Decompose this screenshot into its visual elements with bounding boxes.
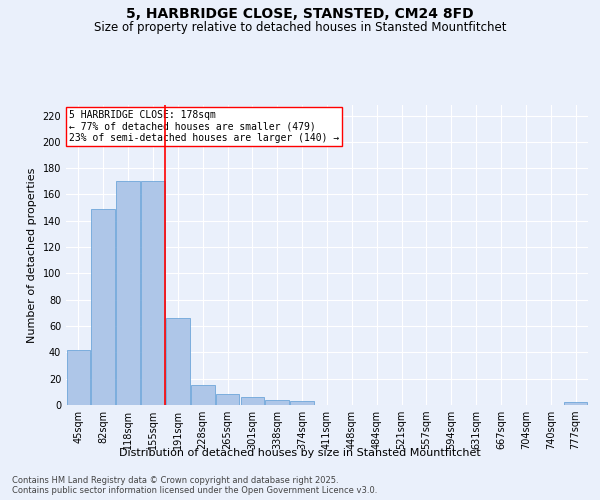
Text: Size of property relative to detached houses in Stansted Mountfitchet: Size of property relative to detached ho… xyxy=(94,21,506,34)
Text: 5, HARBRIDGE CLOSE, STANSTED, CM24 8FD: 5, HARBRIDGE CLOSE, STANSTED, CM24 8FD xyxy=(126,8,474,22)
Bar xyxy=(91,209,115,405)
Bar xyxy=(191,386,215,405)
Bar xyxy=(116,182,140,405)
Y-axis label: Number of detached properties: Number of detached properties xyxy=(27,168,37,342)
Bar xyxy=(564,402,587,405)
Bar xyxy=(265,400,289,405)
Text: 5 HARBRIDGE CLOSE: 178sqm
← 77% of detached houses are smaller (479)
23% of semi: 5 HARBRIDGE CLOSE: 178sqm ← 77% of detac… xyxy=(68,110,339,142)
Bar xyxy=(241,397,264,405)
Bar xyxy=(141,182,165,405)
Text: Contains HM Land Registry data © Crown copyright and database right 2025.
Contai: Contains HM Land Registry data © Crown c… xyxy=(12,476,377,495)
Bar xyxy=(290,401,314,405)
Bar xyxy=(166,318,190,405)
Bar xyxy=(67,350,90,405)
Text: Distribution of detached houses by size in Stansted Mountfitchet: Distribution of detached houses by size … xyxy=(119,448,481,458)
Bar xyxy=(216,394,239,405)
